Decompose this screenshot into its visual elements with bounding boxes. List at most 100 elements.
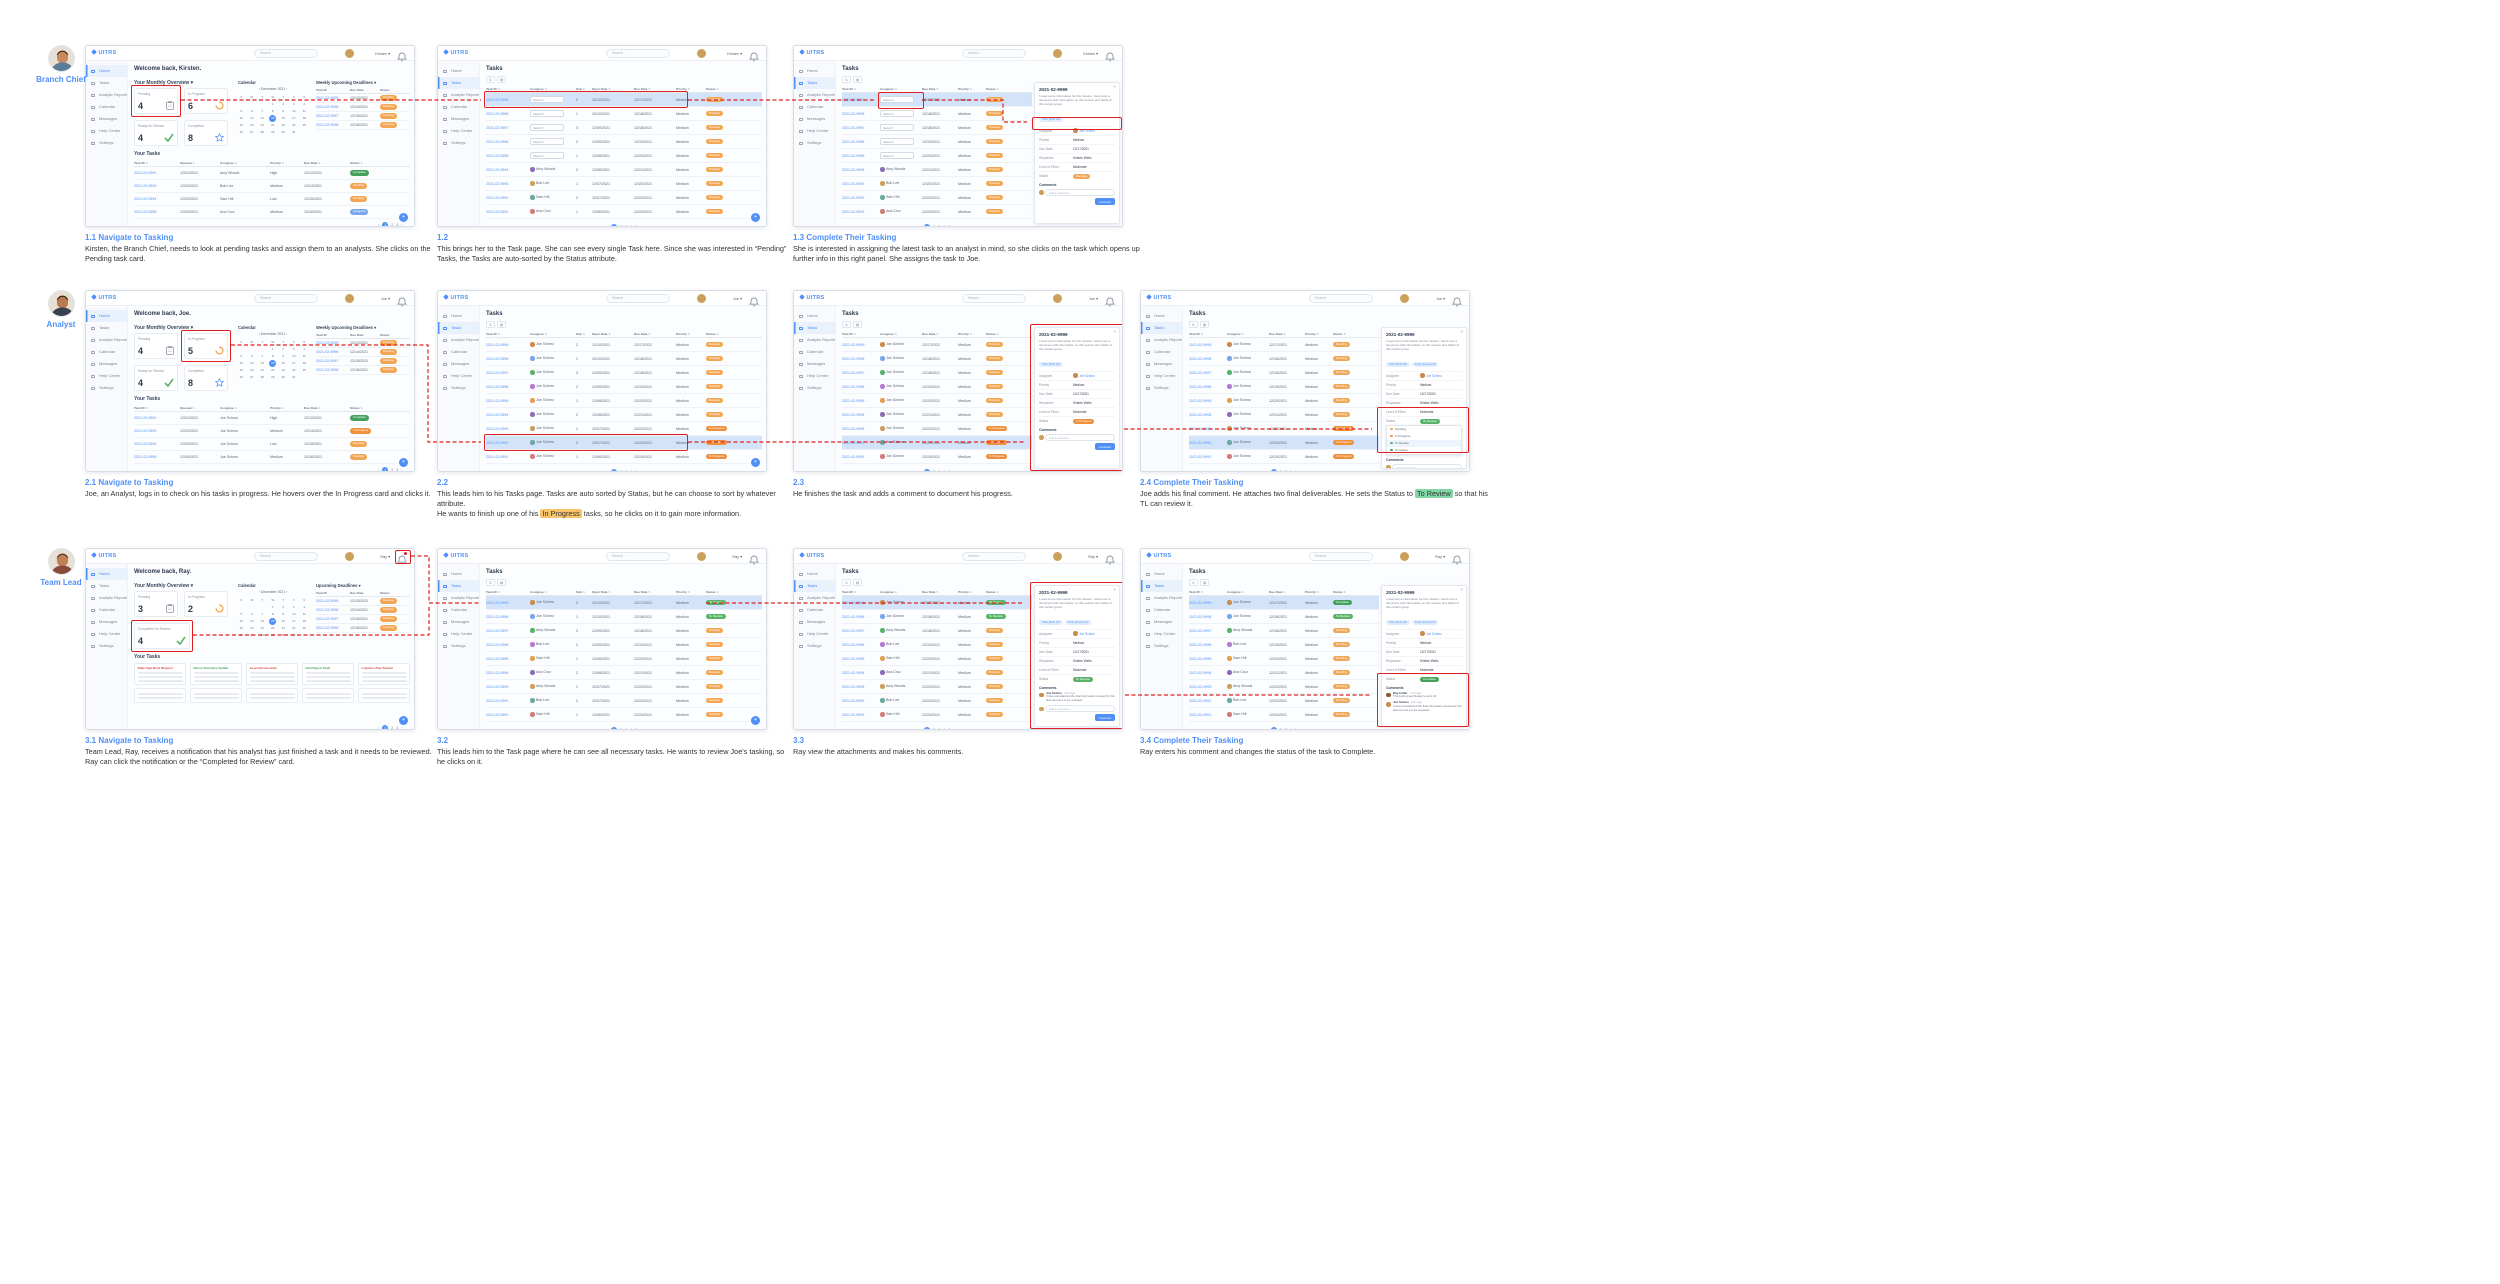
task-id-link[interactable]: 2021-02-9993 — [842, 426, 865, 431]
view-toggle-button[interactable]: ▤ — [497, 76, 506, 83]
col-header-open-date[interactable]: Open Date — [592, 590, 634, 594]
sidebar-item-home[interactable]: Home — [794, 65, 835, 77]
sidebar-item-help-center[interactable]: Help Center — [86, 125, 127, 137]
col-header-status[interactable]: Status — [706, 332, 762, 336]
task-row[interactable]: 2021-02-9996 Joe Schmo 12/19/2021 Medium Pen… — [842, 380, 1032, 394]
tasks-col-header[interactable]: Priority — [270, 161, 304, 165]
sidebar-item-analytic-reports[interactable]: Analytic Reports — [86, 592, 127, 604]
comment-input[interactable]: Add a comment... — [1045, 189, 1115, 197]
task-id-link[interactable]: 2021-02-9998 — [1189, 356, 1212, 361]
calendar-date[interactable]: 2 — [282, 347, 285, 351]
task-id-link[interactable]: 2021-02-9995 — [1189, 656, 1212, 661]
calendar-date[interactable]: 12 — [239, 361, 243, 365]
task-row[interactable]: 2021-02-9997 Select ▾ 12/18/2021 Medium Pend… — [842, 121, 1032, 135]
your-tasks-row[interactable]: 2021-02-9995 12/04/2021 Joe Schmo Medium 12/… — [134, 451, 410, 464]
sidebar-item-home[interactable]: Home — [438, 568, 479, 580]
attachment-chip[interactable]: Final_Report.pdf — [1411, 361, 1439, 367]
task-row[interactable]: 2021-02-9996 Bob Lee 12/19/2021 Medium Pendi… — [1189, 638, 1379, 652]
sidebar-item-settings[interactable]: Settings — [438, 137, 479, 149]
task-row[interactable]: 2021-02-9992 Bob Lee 12/23/2021 Medium Pendi… — [1189, 694, 1379, 708]
assignee-value[interactable]: Joe Schmo — [1073, 630, 1095, 639]
sidebar-item-help-center[interactable]: Help Center — [794, 370, 835, 382]
task-id-link[interactable]: 2021-02-9996 — [842, 384, 865, 389]
sidebar-item-messages[interactable]: Messages — [794, 113, 835, 125]
your-tasks-row[interactable]: 2021-02-9995 12/04/2021 Ana Cruz Medium 12/1… — [134, 206, 410, 219]
task-id-link[interactable]: 2021-02-9999 — [1189, 342, 1212, 347]
calendar-date[interactable]: 17 — [292, 361, 296, 365]
task-id-link[interactable]: 2021-02-9991 — [842, 454, 865, 459]
task-id-link[interactable]: 2021-02-9994 — [486, 167, 509, 172]
notifications-bell-icon[interactable] — [1105, 294, 1115, 306]
calendar-date[interactable]: 11 — [302, 354, 306, 358]
topbar-user-menu[interactable]: Ray ▾ — [732, 555, 742, 559]
col-header-task-id[interactable]: Task ID — [842, 590, 880, 594]
task-row[interactable]: 2021-02-9993 Bob Lee 1 12/07/2021 12/22/2021… — [486, 177, 762, 191]
sidebar-item-settings[interactable]: Settings — [794, 382, 835, 394]
col-header-due-date[interactable]: Due Date — [634, 590, 676, 594]
topbar-user-menu[interactable]: Ray ▾ — [1435, 555, 1445, 559]
topbar-user-menu[interactable]: Kirsten ▾ — [1083, 52, 1098, 56]
calendar-date[interactable]: 23 — [281, 626, 285, 630]
task-row[interactable]: 2021-02-9991 Ana Cruz 12/24/2021 Medium Pend… — [842, 205, 1032, 219]
overview-card-pending[interactable]: Pending 4 — [134, 88, 178, 114]
task-id-link[interactable]: 2021-02-9993 — [842, 684, 865, 689]
sidebar-item-settings[interactable]: Settings — [438, 382, 479, 394]
calendar-date[interactable]: 13 — [250, 619, 254, 623]
board-card[interactable] — [246, 688, 298, 703]
task-row[interactable]: 2021-02-9992 Bob Lee 2 12/07/2021 12/23/2021… — [486, 694, 762, 708]
task-id-link[interactable]: 2021-02-9998 — [486, 111, 509, 116]
col-header-assignee[interactable]: Assignee — [530, 332, 576, 336]
calendar-date[interactable]: 12 — [239, 116, 243, 120]
calendar-date[interactable]: 28 — [260, 375, 264, 379]
calendar-date[interactable]: 7 — [261, 612, 264, 616]
calendar-date[interactable]: 15 — [269, 618, 277, 625]
task-id-link[interactable]: 2021-02-9993 — [1189, 684, 1212, 689]
task-id-link[interactable]: 2021-02-9997 — [842, 628, 865, 633]
chat-fab[interactable]: + — [751, 716, 760, 725]
notifications-bell-icon[interactable] — [1452, 552, 1462, 564]
calendar-date[interactable]: 5 — [240, 612, 243, 616]
task-id-link[interactable]: 2021-02-9998 — [842, 356, 865, 361]
sidebar-item-messages[interactable]: Messages — [86, 113, 127, 125]
col-header-assignee[interactable]: Assignee — [1227, 332, 1269, 336]
task-row[interactable]: 2021-02-9993 Joe Schmo 1 12/07/2021 12/22/20… — [486, 422, 762, 436]
task-id-link[interactable]: 2021-02-9996 — [486, 642, 509, 647]
sidebar-item-analytic-reports[interactable]: Analytic Reports — [1141, 334, 1182, 346]
your-tasks-row[interactable]: 2021-02-9994 12/03/2021 Joe Schmo Low 12/15/… — [134, 438, 410, 451]
task-id-link[interactable]: 2021-02-9999 — [842, 342, 865, 347]
col-header-sub[interactable]: Sub — [576, 590, 592, 594]
col-header-assignee[interactable]: Assignee — [880, 332, 922, 336]
sidebar-item-tasks[interactable]: Tasks — [794, 322, 835, 334]
task-id-link[interactable]: 2021-02-9992 — [486, 440, 509, 445]
sidebar-item-home[interactable]: Home — [794, 310, 835, 322]
overview-card-ready-for-review[interactable]: Ready for Review 4 — [134, 365, 178, 391]
deadline-row[interactable]: 2021-02-9998 12/16/2021 Pending — [316, 121, 410, 130]
task-id-link[interactable]: 2021-02-9999 — [486, 600, 509, 605]
calendar-date[interactable]: 4 — [303, 605, 306, 609]
col-header-status[interactable]: Status — [1333, 590, 1379, 594]
sidebar-item-settings[interactable]: Settings — [86, 137, 127, 149]
sidebar-item-analytic-reports[interactable]: Analytic Reports — [438, 334, 479, 346]
task-id-link[interactable]: 2021-02-9995 — [842, 398, 865, 403]
sidebar-item-home[interactable]: Home — [438, 65, 479, 77]
task-row[interactable]: 2021-02-9994 Amy Woods 2 12/08/2021 12/21/20… — [486, 163, 762, 177]
assignee-value[interactable]: Joe Schmo — [1420, 372, 1442, 381]
assignee-select[interactable]: Select ▾ — [530, 110, 564, 117]
task-id-link[interactable]: 2021-02-9996 — [486, 139, 509, 144]
panel-close-icon[interactable]: × — [1460, 587, 1463, 592]
sidebar-item-analytic-reports[interactable]: Analytic Reports — [86, 334, 127, 346]
col-header-priority[interactable]: Priority — [958, 590, 986, 594]
notifications-bell-icon[interactable] — [1452, 294, 1462, 306]
task-row[interactable]: 2021-02-9992 Joe Schmo 12/23/2021 Medium In … — [842, 436, 1032, 450]
comment-submit-button[interactable]: Comment — [1094, 198, 1115, 206]
sort-button[interactable]: ⇅ — [842, 76, 851, 83]
task-id-link[interactable]: 2021-02-9997 — [486, 370, 509, 375]
task-row[interactable]: 2021-02-9991 Sam Hill 12/24/2021 Medium Pend… — [842, 708, 1032, 722]
sidebar-item-messages[interactable]: Messages — [86, 358, 127, 370]
sidebar-item-settings[interactable]: Settings — [794, 137, 835, 149]
sidebar-item-messages[interactable]: Messages — [794, 616, 835, 628]
sidebar-item-analytic-reports[interactable]: Analytic Reports — [438, 89, 479, 101]
